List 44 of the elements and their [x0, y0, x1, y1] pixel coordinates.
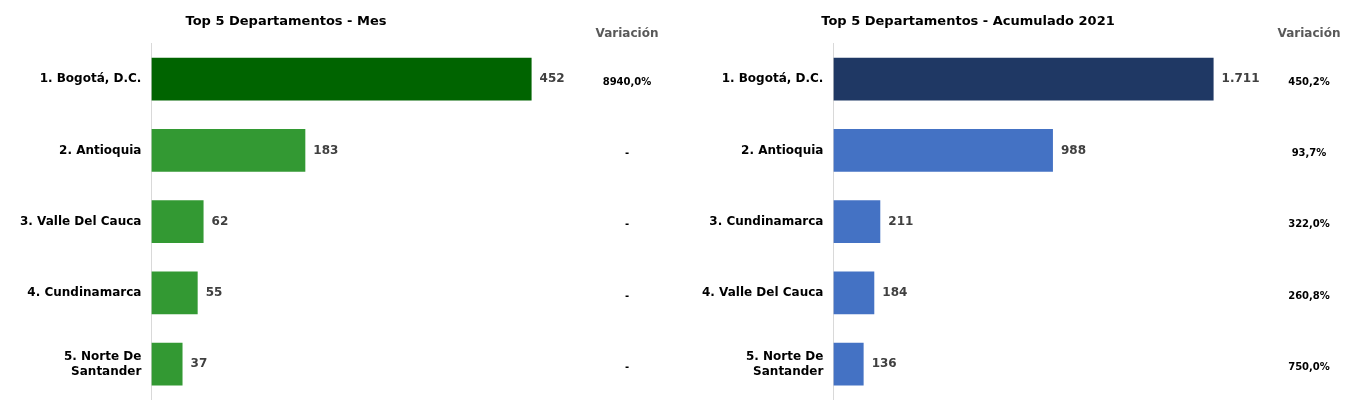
text: 260,8%: [1288, 289, 1330, 301]
chart-title: Top 5 Departamentos - Acumulado 2021: [821, 13, 1115, 29]
data-label: 62: [211, 213, 229, 228]
data-label: 184: [882, 285, 908, 300]
text: -: [624, 147, 630, 159]
text: Variación: [595, 26, 659, 41]
data-label: 183: [313, 142, 339, 157]
text: -: [624, 289, 630, 301]
y-tick-label: 5. Norte De Santander: [745, 349, 824, 378]
text: 450,2%: [1288, 75, 1330, 87]
text: -: [624, 360, 630, 372]
text: 322,0%: [1288, 218, 1330, 230]
chart-title: Top 5 Departamentos - Mes: [185, 13, 387, 29]
y-tick-label: 2. Antioquia: [59, 142, 142, 157]
bar: [151, 57, 532, 101]
bar: [833, 271, 875, 315]
y-tick-label: 1. Bogotá, D.C.: [721, 71, 824, 86]
text: -: [624, 218, 630, 230]
data-label: 37: [190, 356, 208, 371]
y-tick-label: 1. Bogotá, D.C.: [39, 71, 142, 86]
data-label: 1.711: [1221, 71, 1260, 86]
bar: [833, 342, 864, 386]
bar: [151, 271, 198, 315]
text: 750,0%: [1288, 360, 1330, 372]
data-label: 136: [871, 356, 897, 371]
y-tick-label: 3. Cundinamarca: [709, 213, 824, 228]
data-label: 452: [539, 71, 565, 86]
y-tick-label: 4. Valle Del Cauca: [702, 285, 824, 300]
bar: [151, 200, 204, 244]
bar: [833, 129, 1053, 172]
text: Variación: [1277, 26, 1341, 41]
bar: [151, 342, 183, 386]
bar: [151, 129, 306, 172]
data-label: 55: [205, 285, 223, 300]
y-tick-label: 2. Antioquia: [741, 142, 824, 157]
bar: [833, 57, 1214, 101]
data-label: 988: [1060, 142, 1086, 157]
text: 93,7%: [1291, 147, 1327, 159]
data-label: 211: [888, 213, 914, 228]
y-tick-label: 3. Valle Del Cauca: [20, 213, 142, 228]
bar: [833, 200, 881, 244]
text: 8940,0%: [602, 75, 652, 87]
y-tick-label: 5. Norte De Santander: [63, 349, 142, 378]
y-tick-label: 4. Cundinamarca: [27, 285, 142, 300]
